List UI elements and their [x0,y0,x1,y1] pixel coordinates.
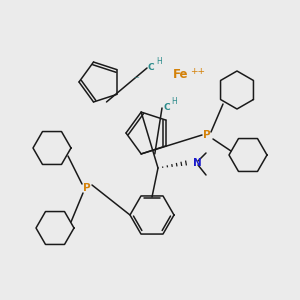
Text: C: C [148,64,154,73]
Text: P: P [83,183,91,193]
Text: P: P [203,130,211,140]
Text: N: N [193,158,202,168]
Text: H: H [171,97,177,106]
Text: H: H [156,56,162,65]
Text: ⁻: ⁻ [133,75,139,85]
Text: ++: ++ [190,68,205,76]
Text: C: C [163,103,169,112]
Text: Fe: Fe [173,68,188,82]
